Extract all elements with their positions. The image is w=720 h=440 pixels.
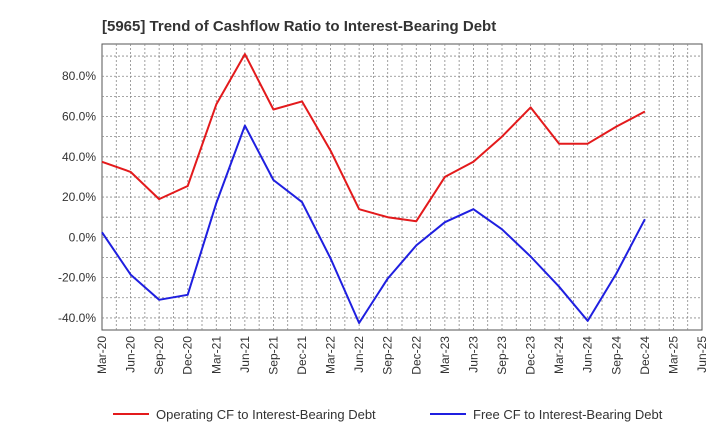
x-tick-label: Jun-21 xyxy=(238,336,252,373)
x-tick-label: Sep-20 xyxy=(152,336,166,375)
chart-title: [5965] Trend of Cashflow Ratio to Intere… xyxy=(102,18,496,35)
legend: Operating CF to Interest-Bearing Debt Fre… xyxy=(113,407,663,422)
x-tick-label: Jun-22 xyxy=(352,336,366,373)
x-tick-label: Sep-22 xyxy=(381,336,395,375)
y-tick-label: -20.0% xyxy=(58,271,96,285)
y-tick-label: 0.0% xyxy=(69,230,97,244)
x-tick-label: Sep-24 xyxy=(609,336,623,375)
x-tick-label: Mar-22 xyxy=(324,336,338,374)
x-tick-label: Mar-23 xyxy=(438,336,452,374)
x-tick-label: Mar-24 xyxy=(552,336,566,374)
x-tick-label: Sep-21 xyxy=(266,336,280,375)
y-tick-label: 20.0% xyxy=(62,190,96,204)
x-tick-label: Dec-20 xyxy=(181,336,195,375)
legend-label-1: Operating CF to Interest-Bearing Debt xyxy=(156,407,376,422)
x-tick-label: Dec-24 xyxy=(638,336,652,375)
x-tick-label: Mar-25 xyxy=(666,336,680,374)
axes: Mar-20 Jun-20 Sep-20 Dec-20 Mar-21 Jun-21 Sep-… xyxy=(58,69,709,374)
x-tick-label: Dec-23 xyxy=(524,336,538,375)
x-tick-label: Mar-21 xyxy=(209,336,223,374)
x-tick-label: Dec-21 xyxy=(295,336,309,375)
x-tick-label: Jun-20 xyxy=(124,336,138,373)
x-tick-label: Dec-22 xyxy=(409,336,423,375)
series-line-2 xyxy=(101,124,646,324)
series-line-1 xyxy=(101,53,646,223)
y-tick-label: 40.0% xyxy=(62,150,96,164)
series xyxy=(101,53,646,324)
grid xyxy=(102,44,702,330)
plot-area xyxy=(101,43,703,331)
y-tick-label: -40.0% xyxy=(58,311,96,325)
x-tick-label: Sep-23 xyxy=(495,336,509,375)
x-tick-label: Mar-20 xyxy=(95,336,109,374)
y-tick-label: 80.0% xyxy=(62,69,96,83)
x-tick-label: Jun-24 xyxy=(581,336,595,373)
x-tick-label: Jun-23 xyxy=(466,336,480,373)
y-tick-label: 60.0% xyxy=(62,110,96,124)
legend-label-2: Free CF to Interest-Bearing Debt xyxy=(473,407,663,422)
x-tick-label: Jun-25 xyxy=(695,336,709,373)
